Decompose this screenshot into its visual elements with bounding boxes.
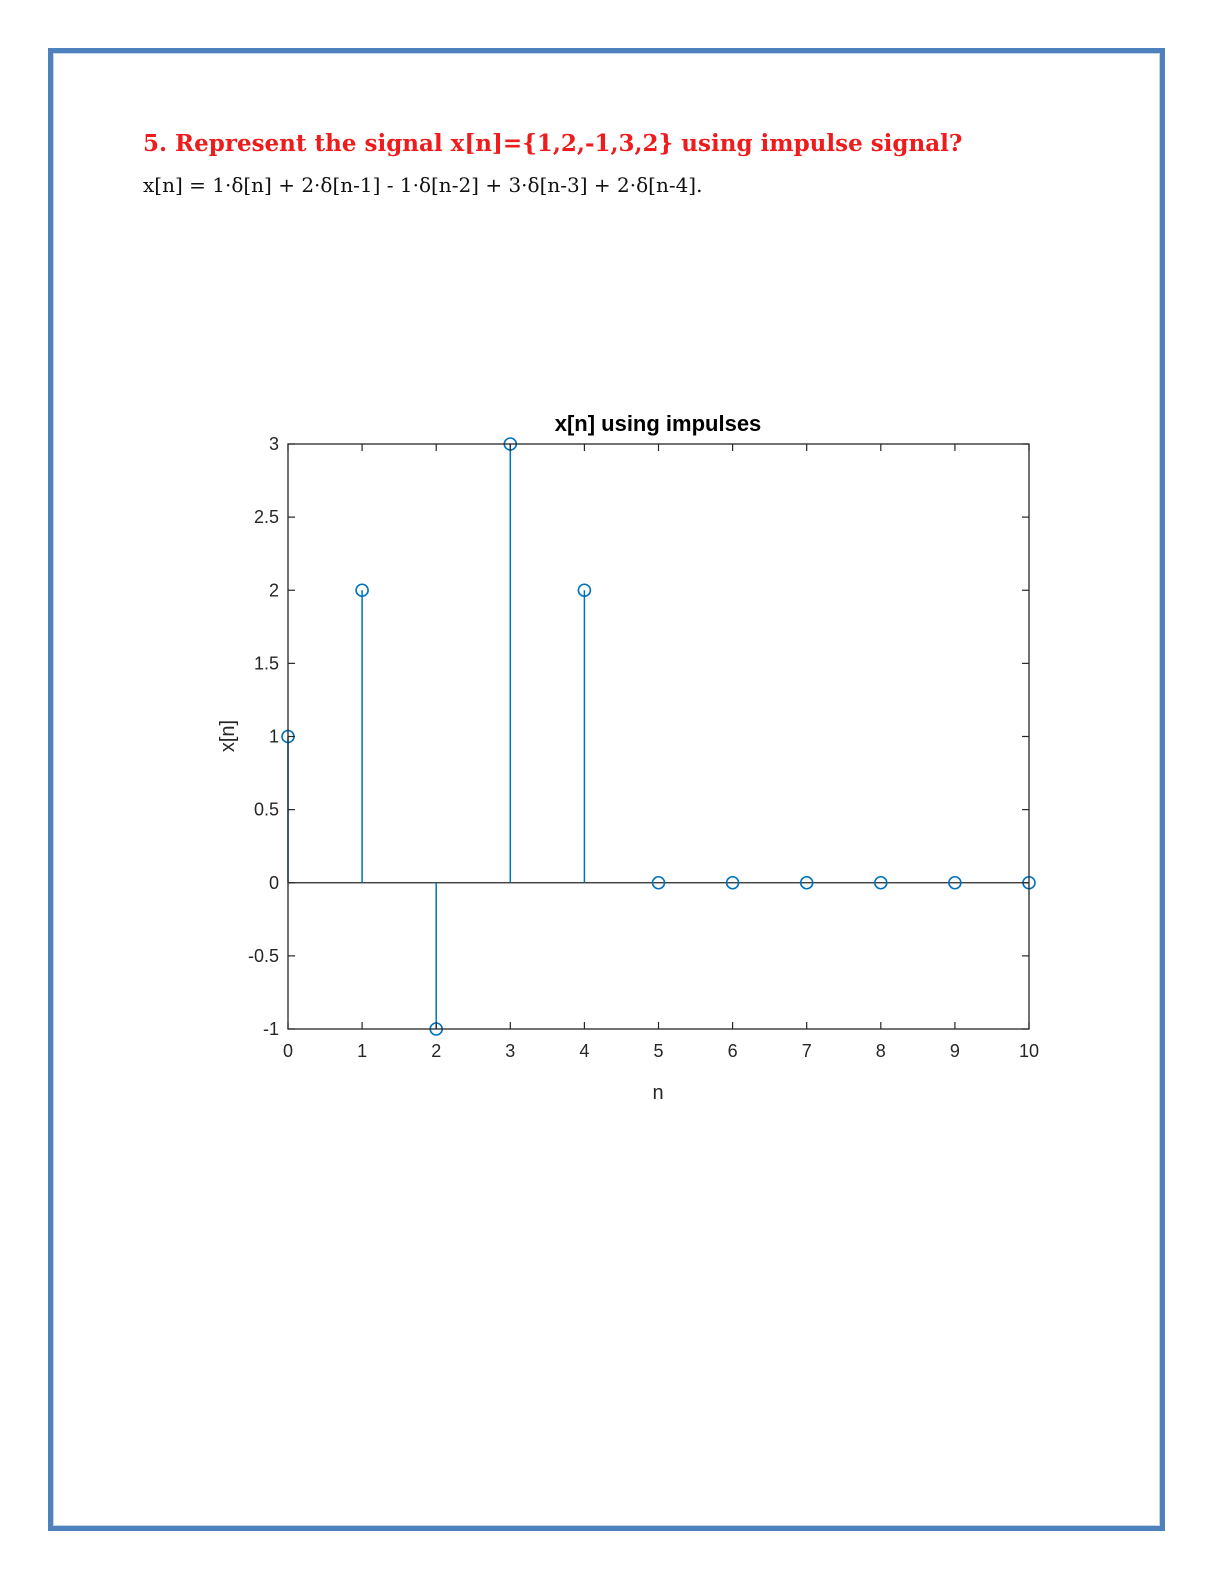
stem-marker xyxy=(948,875,962,890)
stem-marker xyxy=(355,583,369,598)
x-tick-label: 9 xyxy=(950,1041,960,1061)
y-axis-label: x[n] xyxy=(217,720,239,752)
stem-marker xyxy=(873,875,888,890)
y-tick-label: 0 xyxy=(269,873,279,893)
x-tick-label: 7 xyxy=(802,1041,812,1061)
stem-marker xyxy=(577,583,592,598)
x-tick-label: 5 xyxy=(653,1041,663,1061)
x-tick-label: 4 xyxy=(579,1041,589,1061)
question-heading: 5. Represent the signal x[n]={1,2,-1,3,2… xyxy=(143,130,963,157)
x-tick-label: 8 xyxy=(876,1041,886,1061)
x-tick-label: 10 xyxy=(1019,1041,1039,1061)
stem-chart: 0 1 2 3 4 5 6 7 8 9 10 -1 -0.5 0 0.5 1 1.5 2 2.5 3 x[n] usi… xyxy=(217,411,1039,1104)
chart-title: x[n] using impulses xyxy=(555,411,762,436)
stem-marker xyxy=(725,875,740,890)
plot-background xyxy=(288,444,1029,1029)
y-tick-label: 3 xyxy=(269,434,279,454)
page-border xyxy=(48,48,1165,1531)
impulse-equation: x[n] = 1·δ[n] + 2·δ[n-1] - 1·δ[n-2] + 3·… xyxy=(143,173,703,197)
stem-marker xyxy=(651,875,666,890)
stem-marker xyxy=(799,875,814,890)
y-tick-label: 0.5 xyxy=(254,800,279,820)
x-tick-label: 6 xyxy=(728,1041,738,1061)
x-tick-label: 0 xyxy=(283,1041,293,1061)
y-tick-label: 1 xyxy=(269,727,279,747)
y-tick-label: 1.5 xyxy=(254,653,279,673)
y-tick-label: -0.5 xyxy=(248,946,279,966)
x-tick-label: 2 xyxy=(431,1041,441,1061)
x-axis-label: n xyxy=(652,1082,663,1104)
y-tick-label: 2.5 xyxy=(254,507,279,527)
x-tick-label: 3 xyxy=(505,1041,515,1061)
y-tick-label: 2 xyxy=(269,580,279,600)
x-tick-label: 1 xyxy=(357,1041,367,1061)
y-tick-label: -1 xyxy=(263,1019,279,1039)
